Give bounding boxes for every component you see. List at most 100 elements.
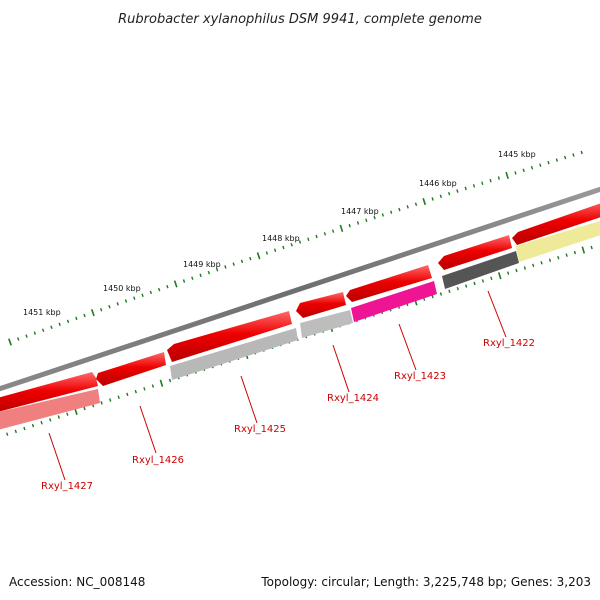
outer-scale-tick xyxy=(555,158,558,162)
outer-scale-tick xyxy=(157,287,161,292)
outer-scale-tick xyxy=(224,265,227,269)
inner-scale-tick xyxy=(109,398,112,402)
scale-label-1445: 1445 kbp xyxy=(498,150,536,159)
outer-scale-tick xyxy=(572,153,575,157)
outer-scale-tick xyxy=(298,240,302,244)
outer-scale-tick xyxy=(414,202,418,207)
inner-scale-tick xyxy=(532,263,535,268)
inner-scale-tick xyxy=(14,429,17,434)
inner-scale-tick xyxy=(448,289,451,294)
inner-scale-tick xyxy=(573,250,577,255)
outer-scale-tick xyxy=(472,184,476,188)
inner-scale-tick xyxy=(565,253,568,257)
scale-label-1447: 1447 kbp xyxy=(341,207,379,216)
gene-label-rxyl-1422: Rxyl_1422 xyxy=(483,338,535,349)
inner-scale-tick xyxy=(31,423,35,428)
inner-scale-tick xyxy=(159,379,164,387)
inner-scale-tick xyxy=(515,268,518,273)
inner-scale-tick xyxy=(57,415,60,419)
inner-scale-tick xyxy=(151,384,155,388)
outer-scale-tick xyxy=(108,305,111,309)
genome-backbone xyxy=(0,186,600,392)
outer-scale-tick xyxy=(547,160,550,165)
outer-scale-tick xyxy=(90,309,95,317)
outer-feature-3 xyxy=(167,311,292,362)
outer-feature-2 xyxy=(96,352,166,386)
outer-scale-ticks xyxy=(8,150,583,346)
outer-scale-tick xyxy=(323,232,327,236)
inner-scale-tick xyxy=(83,406,86,411)
outer-feature-track xyxy=(0,203,600,412)
inner-scale-tick xyxy=(66,412,69,416)
scale-label-1448: 1448 kbp xyxy=(262,234,300,243)
outer-scale-tick xyxy=(505,171,509,180)
outer-scale-tick xyxy=(66,319,70,324)
gene-labels: Rxyl_1422 Rxyl_1423 Rxyl_1424 Rxyl_1425 … xyxy=(41,338,535,492)
inner-scale-tick xyxy=(497,272,502,280)
outer-scale-tick xyxy=(522,168,525,173)
outer-scale-tick xyxy=(191,276,194,280)
outer-scale-tick xyxy=(390,210,393,214)
gene-label-leaders xyxy=(48,290,507,481)
inner-scale-tick xyxy=(126,392,129,397)
inner-feature-rxyl-1425 xyxy=(170,328,298,380)
inner-scale-tick xyxy=(439,292,443,296)
outer-scale-tick xyxy=(530,165,534,170)
outer-scale-tick xyxy=(149,290,153,295)
inner-feature-rxyl-1424 xyxy=(300,310,353,338)
outer-scale-tick xyxy=(124,299,128,303)
map-title: Rubrobacter xylanophilus DSM 9941, compl… xyxy=(118,12,482,27)
outer-scale-tick xyxy=(116,302,119,306)
outer-scale-tick xyxy=(58,322,61,327)
inner-scale-tick xyxy=(49,418,52,422)
outer-scale-tick xyxy=(249,256,252,261)
outer-feature-7 xyxy=(512,203,600,245)
leader-rxyl-1422 xyxy=(487,290,507,338)
outer-scale-tick xyxy=(207,270,211,275)
inner-scale-tick xyxy=(473,281,476,286)
leader-rxyl-1425 xyxy=(240,375,258,424)
outer-scale-tick xyxy=(514,171,517,175)
scale-label-1451: 1451 kbp xyxy=(23,308,61,317)
leader-rxyl-1426 xyxy=(139,405,157,454)
outer-scale-tick xyxy=(365,218,368,223)
outer-scale-tick xyxy=(33,331,37,335)
outer-scale-tick xyxy=(199,273,202,278)
inner-scale-tick xyxy=(40,420,43,425)
inner-scale-tick xyxy=(465,284,468,288)
inner-scale-tick xyxy=(143,387,146,391)
inner-scale-tick xyxy=(168,378,172,383)
genome-summary: Topology: circular; Length: 3,225,748 bp… xyxy=(260,575,591,589)
inner-scale-tick xyxy=(134,389,137,394)
outer-scale-tick xyxy=(173,280,178,288)
inner-scale-tick xyxy=(481,279,485,283)
outer-scale-tick xyxy=(422,198,427,206)
outer-scale-tick xyxy=(41,328,45,332)
scale-label-1449: 1449 kbp xyxy=(183,260,221,269)
outer-scale-tick xyxy=(8,338,12,346)
outer-feature-5 xyxy=(346,265,432,302)
outer-scale-tick xyxy=(25,334,28,338)
scale-label-1450: 1450 kbp xyxy=(103,284,141,293)
outer-scale-tick xyxy=(489,178,492,183)
inner-feature-track xyxy=(0,220,600,430)
outer-scale-tick xyxy=(339,224,344,232)
inner-scale-tick xyxy=(523,266,526,270)
outer-scale-tick xyxy=(141,293,144,298)
inner-feature-rxyl-1422 xyxy=(442,251,519,289)
inner-feature-rxyl-1423 xyxy=(351,281,437,322)
outer-scale-tick xyxy=(290,242,293,247)
accession-text: Accession: NC_008148 xyxy=(9,575,145,589)
outer-scale-tick xyxy=(50,325,53,329)
outer-scale-tick xyxy=(315,234,318,239)
outer-scale-tick xyxy=(75,316,78,321)
outer-scale-tick xyxy=(99,307,103,312)
inner-scale-tick xyxy=(581,246,586,254)
outer-scale-tick xyxy=(356,221,360,225)
outer-scale-tick xyxy=(348,223,351,228)
outer-scale-tick xyxy=(83,313,86,318)
inner-scale-tick xyxy=(506,271,510,275)
outer-scale-tick xyxy=(439,194,442,199)
outer-scale-tick xyxy=(182,279,186,283)
